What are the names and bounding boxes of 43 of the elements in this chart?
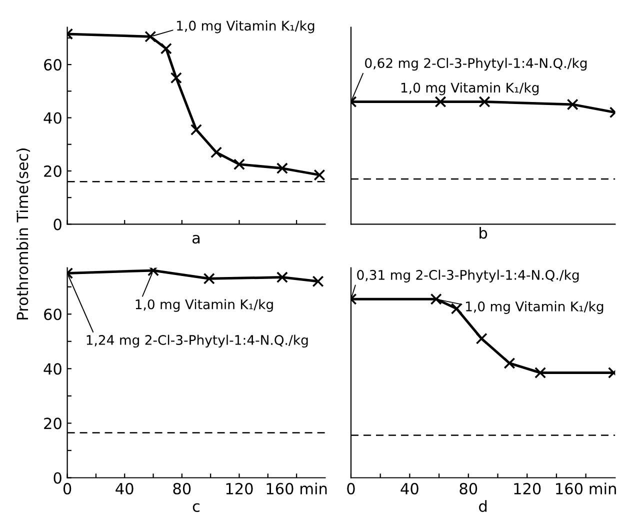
y-tick-label: 40 <box>44 363 62 375</box>
y-tick-label: 60 <box>44 59 62 71</box>
point <box>314 169 326 181</box>
point <box>160 42 172 54</box>
point <box>144 30 156 42</box>
point <box>504 357 516 369</box>
x-tick-label: 80 <box>173 482 191 494</box>
annotation: 0,31 mg 2-Cl-3-Phytyl-1:4-N.Q./kg <box>357 270 579 282</box>
x-tick-label: 80 <box>460 482 478 494</box>
x-axis-title: b <box>480 226 488 239</box>
annotation: 1,0 mg Vitamin K₁/kg <box>466 301 604 314</box>
point <box>476 332 488 344</box>
y-tick-label: 0 <box>54 472 62 484</box>
annotation: 1,0 mg Vitamin K₁/kg <box>177 20 314 34</box>
y-tick-label: 20 <box>44 165 62 177</box>
point <box>450 302 462 314</box>
y-tick-label: 40 <box>44 112 62 124</box>
point <box>233 158 245 170</box>
x-tick-label: 120 <box>226 482 253 494</box>
annotation: 0,62 mg 2-Cl-3-Phytyl-1:4-N.Q./kg <box>365 58 587 71</box>
x-tick-label: 160 min <box>266 482 327 494</box>
x-tick-label: 40 <box>116 482 134 494</box>
x-axis-title: d <box>479 500 487 512</box>
y-axis-title: Prothrombin Time(sec) <box>16 148 30 320</box>
x-axis-title: c <box>192 503 200 512</box>
point <box>276 162 288 174</box>
point <box>430 293 442 305</box>
y-tick-label: 20 <box>44 418 62 430</box>
y-tick-label: 0 <box>54 218 62 230</box>
annotation: 1,24 mg 2-Cl-3-Phytyl-1:4-N.Q./kg <box>86 334 308 348</box>
point <box>170 72 182 84</box>
x-tick-label: 0 <box>63 482 72 494</box>
x-axis-title: a <box>192 234 200 244</box>
annotation: 1,0 mg Vitamin K₁/kg <box>401 82 539 96</box>
x-tick-label: 160 min <box>556 482 616 494</box>
point <box>190 124 202 136</box>
point <box>534 366 546 379</box>
y-tick-label: 60 <box>44 308 62 320</box>
point <box>210 146 222 158</box>
annotation: 1,0 mg Vitamin K₁/kg <box>136 299 273 312</box>
x-tick-label: 120 <box>514 482 541 494</box>
x-tick-label: 40 <box>400 482 418 494</box>
x-tick-label: 0 <box>347 482 355 494</box>
